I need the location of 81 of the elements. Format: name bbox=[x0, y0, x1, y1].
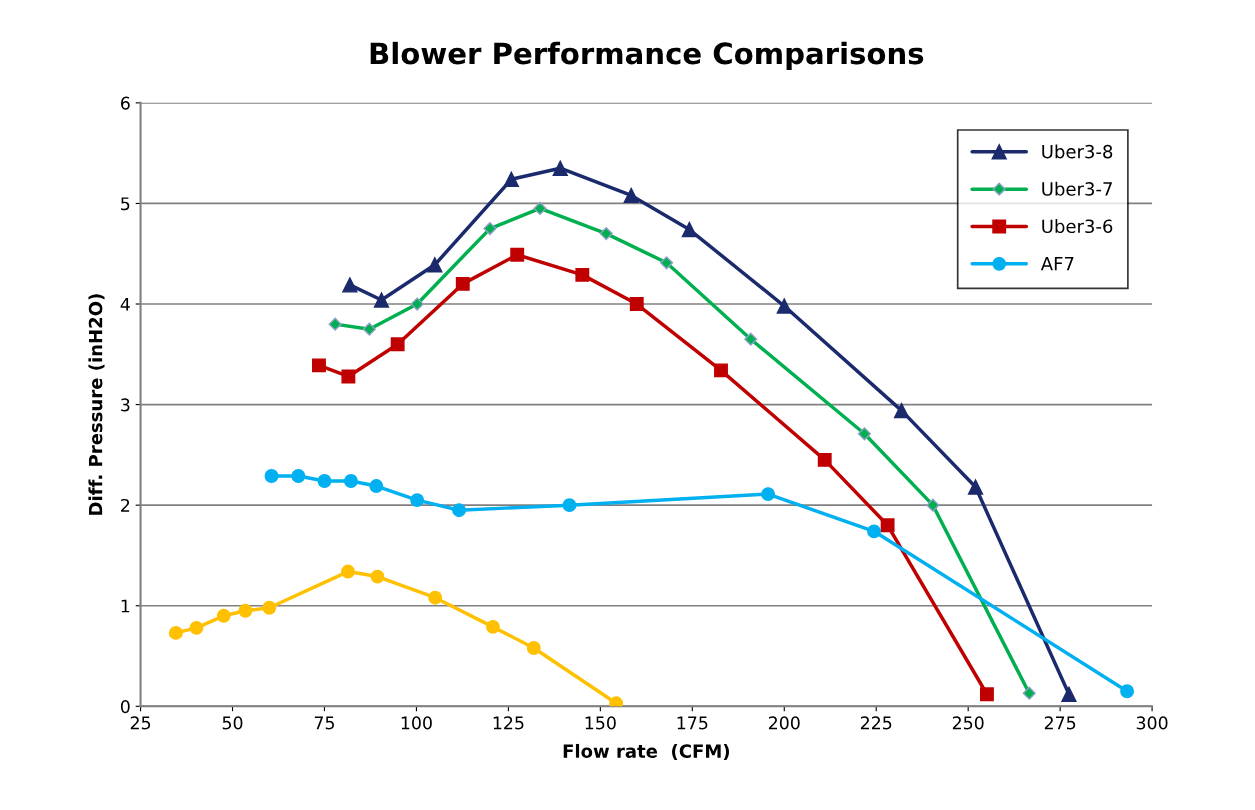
point bbox=[216, 608, 231, 623]
point bbox=[1120, 684, 1135, 699]
y-tick-label: 1 bbox=[121, 599, 130, 613]
y-tick-label: 2 bbox=[121, 498, 130, 512]
x-axis-title: Flow rate (CFM) bbox=[563, 743, 730, 761]
y-tick-label: 4 bbox=[120, 297, 130, 311]
point bbox=[867, 524, 881, 539]
point bbox=[503, 171, 519, 187]
point bbox=[427, 257, 443, 273]
y-axis-title: Diff. Pressure (inH2O) bbox=[88, 294, 105, 515]
point bbox=[262, 600, 277, 615]
point bbox=[428, 590, 443, 605]
x-tick-label: 75 bbox=[314, 716, 334, 730]
point bbox=[485, 619, 500, 634]
point bbox=[681, 221, 698, 238]
point bbox=[562, 498, 577, 513]
chart-title: Blower Performance Comparisons bbox=[370, 41, 924, 71]
point bbox=[979, 687, 994, 702]
legend-label: AF7 bbox=[1040, 257, 1074, 271]
point bbox=[609, 696, 624, 707]
point bbox=[317, 474, 332, 488]
point bbox=[342, 277, 358, 293]
x-tick-label: 275 bbox=[1044, 716, 1076, 730]
point bbox=[410, 297, 424, 311]
point bbox=[510, 247, 525, 262]
point bbox=[967, 479, 984, 495]
point bbox=[341, 369, 356, 384]
y-tick-label: 0 bbox=[120, 700, 130, 714]
y-tick-label: 3 bbox=[121, 398, 130, 412]
y-tick-label: 5 bbox=[121, 197, 130, 211]
x-tick-label: 50 bbox=[222, 716, 243, 730]
point bbox=[362, 322, 376, 336]
point bbox=[238, 603, 253, 618]
point bbox=[629, 297, 644, 311]
point bbox=[390, 337, 405, 352]
point bbox=[880, 518, 895, 533]
point bbox=[370, 569, 385, 584]
point bbox=[623, 187, 639, 204]
legend-label: Uber3-8 bbox=[1042, 144, 1113, 159]
point bbox=[744, 332, 758, 346]
point bbox=[552, 160, 568, 176]
x-tick-label: 250 bbox=[952, 716, 984, 730]
point bbox=[526, 641, 541, 655]
point bbox=[328, 317, 342, 331]
point bbox=[659, 256, 674, 270]
x-tick-label: 125 bbox=[493, 716, 524, 730]
point bbox=[1061, 686, 1077, 702]
point bbox=[344, 474, 358, 488]
point bbox=[264, 469, 279, 483]
point bbox=[291, 469, 306, 483]
x-tick-label: 150 bbox=[585, 716, 616, 730]
point bbox=[168, 625, 183, 640]
point bbox=[599, 227, 613, 241]
legend-label: Uber3-7 bbox=[1042, 181, 1112, 196]
point bbox=[341, 564, 355, 579]
point bbox=[893, 402, 910, 419]
point bbox=[817, 452, 832, 467]
point bbox=[761, 487, 776, 502]
point bbox=[857, 427, 872, 441]
point bbox=[1022, 686, 1036, 700]
point bbox=[926, 498, 940, 512]
legend-label: Uber3-6 bbox=[1042, 219, 1113, 234]
point bbox=[369, 479, 384, 494]
x-tick-label: 175 bbox=[677, 716, 708, 730]
point bbox=[575, 267, 590, 282]
point bbox=[373, 292, 390, 308]
point bbox=[410, 493, 425, 508]
point bbox=[312, 358, 326, 373]
point bbox=[452, 503, 467, 518]
x-tick-label: 300 bbox=[1136, 716, 1168, 730]
y-tick-label: 6 bbox=[121, 96, 130, 110]
point bbox=[714, 363, 728, 378]
point bbox=[776, 298, 792, 314]
x-tick-label: 200 bbox=[768, 716, 800, 730]
point bbox=[483, 222, 497, 236]
point bbox=[533, 201, 547, 216]
x-tick-label: 100 bbox=[401, 716, 432, 730]
x-tick-label: 25 bbox=[130, 716, 151, 730]
point bbox=[189, 620, 204, 635]
x-tick-label: 225 bbox=[860, 716, 892, 730]
point bbox=[455, 276, 470, 291]
